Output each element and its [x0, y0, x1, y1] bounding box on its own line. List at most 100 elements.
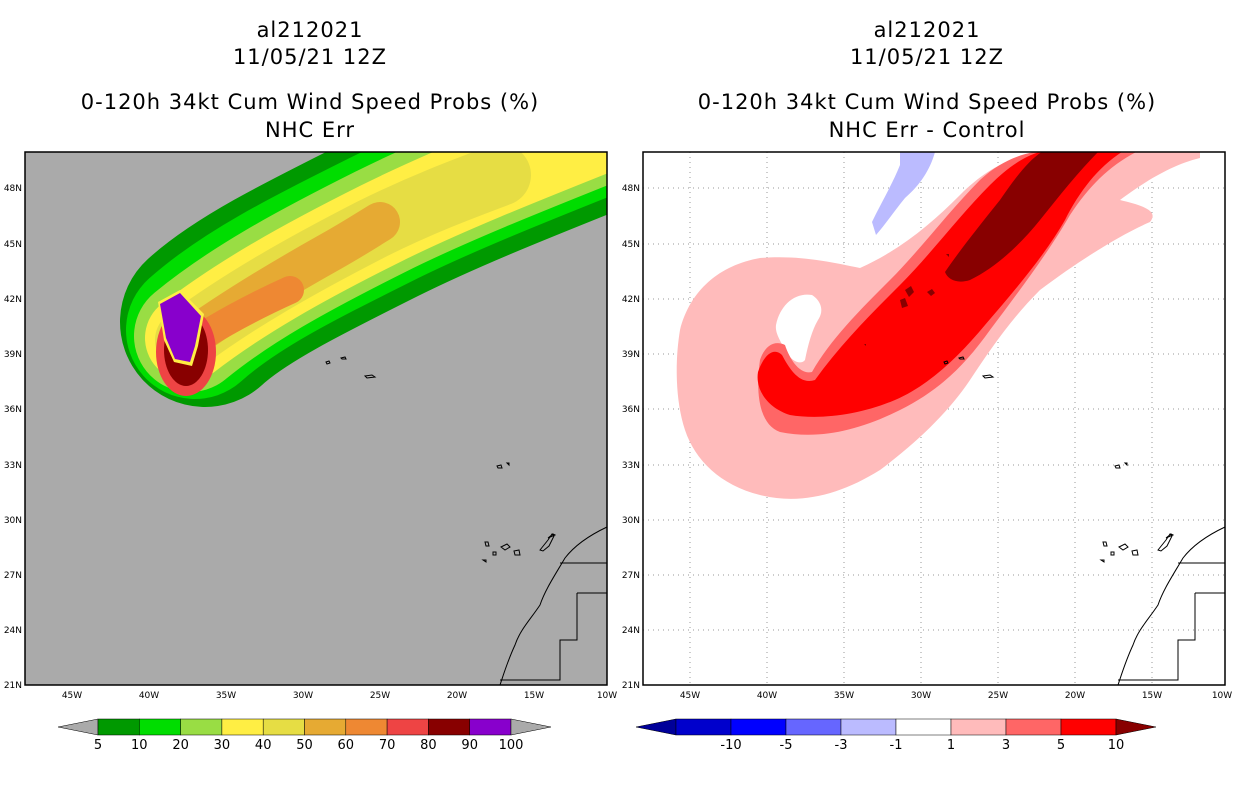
left-lat-label: 33N: [4, 461, 22, 471]
left-lon-label: 30W: [293, 691, 313, 701]
colorbar-segment: [840, 718, 897, 736]
colorbar-segment: [1005, 718, 1062, 736]
right-lat-label: 30N: [622, 516, 640, 526]
canary-islands: [1099, 533, 1175, 563]
colorbar-label: -10: [720, 738, 741, 753]
colorbar-segment: [386, 718, 429, 736]
axis-labels: 45W 40W 35W 30W 25W 20W 15W 10W 45W 40W …: [4, 184, 1232, 701]
colorbar-label: 10: [1108, 738, 1125, 753]
left-map-frame: [24, 151, 608, 686]
left-lon-label: 35W: [216, 691, 236, 701]
colorbar-segment: [262, 718, 305, 736]
colorbar-high-end: [510, 718, 552, 736]
colorbar-segment: [97, 718, 140, 736]
colorbar-label: 5: [94, 738, 102, 753]
left-lat-label: 42N: [4, 295, 22, 305]
colorbar-label: 3: [1002, 738, 1010, 753]
left-title-model: NHC Err: [264, 118, 355, 142]
right-lat-label: 42N: [622, 295, 640, 305]
colorbar-label: 70: [379, 738, 396, 753]
africa-coast: [1117, 526, 1226, 686]
right-lon-label: 45W: [680, 691, 700, 701]
africa-coast: [499, 526, 608, 686]
left-lon-label: 20W: [447, 691, 467, 701]
colorbar-high-end: [1115, 718, 1157, 736]
left-lat-label: 30N: [4, 516, 22, 526]
right-title-model: NHC Err - Control: [828, 118, 1026, 142]
right-lat-label: 39N: [622, 350, 640, 360]
right-title-storm-id: al212021: [873, 18, 981, 42]
left-lat-label: 36N: [4, 405, 22, 415]
right-lon-label: 25W: [988, 691, 1008, 701]
swath-band-100: [160, 293, 201, 362]
madeira-islands: [496, 462, 510, 469]
madeira-islands: [1114, 462, 1128, 469]
left-title-storm-id: al212021: [256, 18, 364, 42]
left-map: [24, 151, 608, 686]
left-lat-label: 27N: [4, 571, 22, 581]
right-difference-field: [676, 152, 1200, 499]
right-lon-label: 20W: [1065, 691, 1085, 701]
right-title-datetime: 11/05/21 12Z: [849, 45, 1005, 69]
colorbar-label: 1: [947, 738, 955, 753]
colorbar-segment: [730, 718, 787, 736]
right-lon-label: 30W: [911, 691, 931, 701]
right-coastlines: [943, 356, 1226, 686]
africa-borders: [1118, 562, 1225, 681]
right-title-product: 0-120h 34kt Cum Wind Speed Probs (%): [697, 90, 1157, 114]
colorbar-label: 80: [420, 738, 437, 753]
left-lon-label: 25W: [370, 691, 390, 701]
diff-hole: [775, 294, 822, 363]
colorbar-segment: [221, 718, 264, 736]
colorbar-label: 5: [1057, 738, 1065, 753]
colorbar-label: 20: [172, 738, 189, 753]
colorbar-segment: [304, 718, 347, 736]
colorbar-label: 10: [131, 738, 148, 753]
azores-islands: [943, 356, 995, 379]
diff-band-minus-1: [872, 152, 935, 235]
colorbar-label: 30: [214, 738, 231, 753]
colorbar-label: 90: [461, 738, 478, 753]
colorbar-label: 100: [499, 738, 524, 753]
colorbar-segment: [950, 718, 1007, 736]
africa-borders: [500, 562, 607, 681]
colorbar-label: 40: [255, 738, 272, 753]
left-lat-label: 21N: [4, 681, 22, 691]
colorbar-label: -1: [890, 738, 903, 753]
right-map: [642, 151, 1226, 686]
right-colorbar: -10 -5 -3 -1 1 3 5 10: [635, 718, 1157, 753]
colorbar-label: -5: [780, 738, 793, 753]
right-lon-label: 40W: [757, 691, 777, 701]
azores-islands: [325, 356, 377, 379]
colorbar-low-end: [635, 718, 677, 736]
colorbar-segment: [785, 718, 842, 736]
colorbar-segment: [428, 718, 470, 736]
left-lon-label: 10W: [597, 691, 617, 701]
colorbar-label: 60: [338, 738, 355, 753]
right-lat-label: 48N: [622, 184, 640, 194]
colorbar-label: 50: [296, 738, 313, 753]
colorbar-low-end: [57, 718, 99, 736]
left-lon-label: 40W: [139, 691, 159, 701]
right-lon-label: 15W: [1142, 691, 1162, 701]
left-lon-label: 45W: [62, 691, 82, 701]
right-lat-label: 36N: [622, 405, 640, 415]
left-lat-label: 48N: [4, 184, 22, 194]
left-lat-label: 39N: [4, 350, 22, 360]
colorbar-segment: [895, 718, 952, 736]
left-title-product: 0-120h 34kt Cum Wind Speed Probs (%): [80, 90, 540, 114]
left-lon-label: 15W: [524, 691, 544, 701]
left-colorbar: 5 10 20 30 40 50 60 70 80 90 100: [57, 718, 552, 753]
colorbar-segment: [469, 718, 512, 736]
canary-islands: [481, 533, 557, 563]
colorbar-label: -3: [835, 738, 848, 753]
left-lat-label: 45N: [4, 240, 22, 250]
left-coastlines: [325, 356, 608, 686]
colorbar-segment: [675, 718, 732, 736]
left-title-datetime: 11/05/21 12Z: [232, 45, 388, 69]
right-lat-label: 45N: [622, 240, 640, 250]
colorbar-segment: [139, 718, 181, 736]
colorbar-segment: [180, 718, 223, 736]
right-lat-label: 21N: [622, 681, 640, 691]
